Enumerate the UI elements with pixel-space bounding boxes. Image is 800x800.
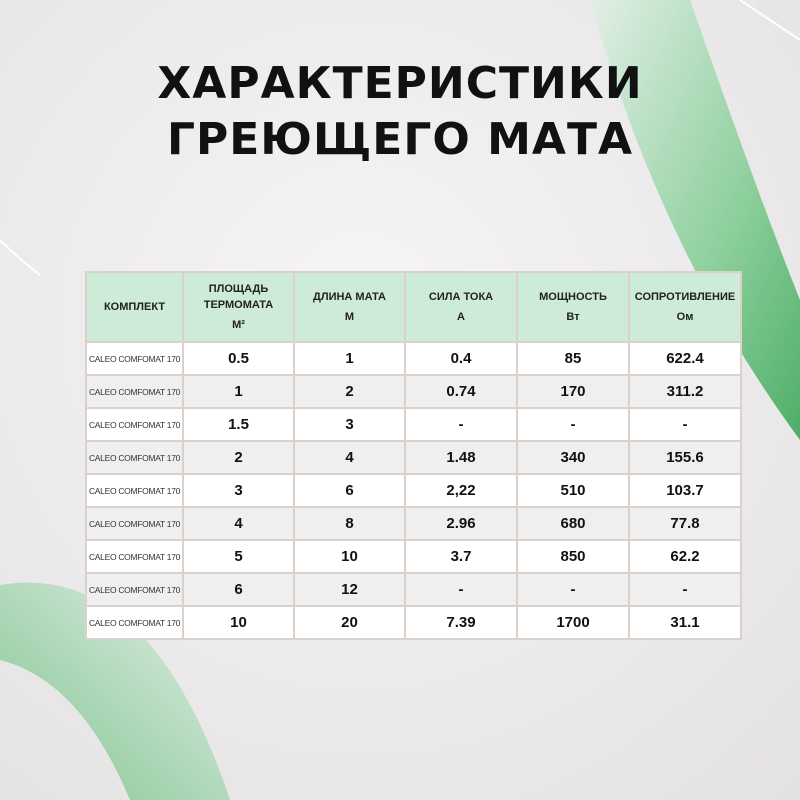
column-header-label: КОМПЛЕКТ: [103, 301, 166, 313]
kit-name-cell: CALEO COMFOMAT 170: [85, 572, 184, 607]
value-cell: 8: [293, 506, 406, 541]
kit-name-cell: CALEO COMFOMAT 170: [85, 605, 184, 640]
value-cell: 6: [293, 473, 406, 508]
value-cell: -: [404, 572, 518, 607]
page-title-line-1: ХАРАКТЕРИСТИКИ: [157, 58, 643, 109]
value-cell: 0.5: [182, 341, 295, 376]
value-cell: 77.8: [628, 506, 742, 541]
column-header-label: СОПРОТИВЛЕНИЕ: [634, 291, 736, 303]
value-cell: 311.2: [628, 374, 742, 409]
white-line-left: [0, 239, 41, 276]
table-row: CALEO COMFOMAT 170 5 10 3.7 850 62.2: [85, 539, 742, 574]
value-cell: 20: [293, 605, 406, 640]
column-header: МОЩНОСТЬ Вт: [516, 271, 630, 343]
value-cell: 1.48: [404, 440, 518, 475]
column-header: ПЛОЩАДЬ ТЕРМОМАТА М²: [182, 271, 295, 343]
table-row: CALEO COMFOMAT 170 4 8 2.96 680 77.8: [85, 506, 742, 541]
kit-name-cell: CALEO COMFOMAT 170: [85, 506, 184, 541]
value-cell: -: [516, 407, 630, 442]
value-cell: 1: [182, 374, 295, 409]
table-row: CALEO COMFOMAT 170 1 2 0.74 170 311.2: [85, 374, 742, 409]
value-cell: 10: [182, 605, 295, 640]
kit-name-cell: CALEO COMFOMAT 170: [85, 473, 184, 508]
value-cell: -: [404, 407, 518, 442]
value-cell: 0.4: [404, 341, 518, 376]
kit-name-cell: CALEO COMFOMAT 170: [85, 539, 184, 574]
green-arc-bottom-left: [0, 582, 230, 800]
table-row: CALEO COMFOMAT 170 6 12- - -: [85, 572, 742, 607]
table-row: CALEO COMFOMAT 170 10 20 7.39 1700 31.1: [85, 605, 742, 640]
kit-name-cell: CALEO COMFOMAT 170: [85, 407, 184, 442]
value-cell: 510: [516, 473, 630, 508]
kit-name-cell: CALEO COMFOMAT 170: [85, 341, 184, 376]
value-cell: 0.74: [404, 374, 518, 409]
table-row: CALEO COMFOMAT 170 1.5 3- - -: [85, 407, 742, 442]
value-cell: 3: [182, 473, 295, 508]
column-header: СИЛА ТОКА А: [404, 271, 518, 343]
value-cell: 1.5: [182, 407, 295, 442]
green-arc-top-right: [590, 0, 800, 440]
table-row: CALEO COMFOMAT 170 2 4 1.48 340 155.6: [85, 440, 742, 475]
column-header-unit: М²: [232, 319, 245, 331]
value-cell: 62.2: [628, 539, 742, 574]
value-cell: 4: [182, 506, 295, 541]
kit-name-cell: CALEO COMFOMAT 170: [85, 374, 184, 409]
value-cell: 155.6: [628, 440, 742, 475]
value-cell: 3.7: [404, 539, 518, 574]
column-header: ДЛИНА МАТА М: [293, 271, 406, 343]
column-header-unit: Ом: [676, 311, 694, 323]
value-cell: 12: [293, 572, 406, 607]
value-cell: 340: [516, 440, 630, 475]
value-cell: 2: [293, 374, 406, 409]
column-header-unit: М: [344, 311, 355, 323]
value-cell: 7.39: [404, 605, 518, 640]
column-header-label: СИЛА ТОКА: [428, 291, 494, 303]
value-cell: 6: [182, 572, 295, 607]
page-title-line-2: ГРЕЮЩЕГО МАТА: [166, 114, 634, 165]
value-cell: 850: [516, 539, 630, 574]
column-header: СОПРОТИВЛЕНИЕ Ом: [628, 271, 742, 343]
value-cell: 170: [516, 374, 630, 409]
value-cell: 4: [293, 440, 406, 475]
value-cell: 10: [293, 539, 406, 574]
value-cell: 31.1: [628, 605, 742, 640]
kit-name-cell: CALEO COMFOMAT 170: [85, 440, 184, 475]
specs-table: КОМПЛЕКТ ПЛОЩАДЬ ТЕРМОМАТА М² ДЛИНА МАТА М СИ…: [85, 271, 742, 640]
table-row: CALEO COMFOMAT 170 3 6 2,22 510 103.7: [85, 473, 742, 508]
column-header-label: МОЩНОСТЬ: [539, 291, 607, 303]
value-cell: 5: [182, 539, 295, 574]
value-cell: 85: [516, 341, 630, 376]
table-row: CALEO COMFOMAT 170 0.5 1 0.4 85 622.4: [85, 341, 742, 376]
column-header-unit: А: [457, 311, 465, 323]
value-cell: 2,22: [404, 473, 518, 508]
value-cell: 1700: [516, 605, 630, 640]
white-line-right: [739, 0, 800, 41]
column-header: КОМПЛЕКТ: [85, 271, 184, 343]
column-header-label: ДЛИНА МАТА: [313, 291, 386, 303]
column-header-unit: Вт: [566, 311, 580, 323]
value-cell: 3: [293, 407, 406, 442]
value-cell: -: [628, 407, 742, 442]
value-cell: -: [516, 572, 630, 607]
value-cell: 1: [293, 341, 406, 376]
table-header-row: КОМПЛЕКТ ПЛОЩАДЬ ТЕРМОМАТА М² ДЛИНА МАТА М СИ…: [85, 271, 742, 343]
value-cell: 622.4: [628, 341, 742, 376]
value-cell: 680: [516, 506, 630, 541]
column-header-label: ПЛОЩАДЬ ТЕРМОМАТА: [203, 283, 274, 311]
value-cell: 103.7: [628, 473, 742, 508]
value-cell: 2: [182, 440, 295, 475]
value-cell: -: [628, 572, 742, 607]
value-cell: 2.96: [404, 506, 518, 541]
